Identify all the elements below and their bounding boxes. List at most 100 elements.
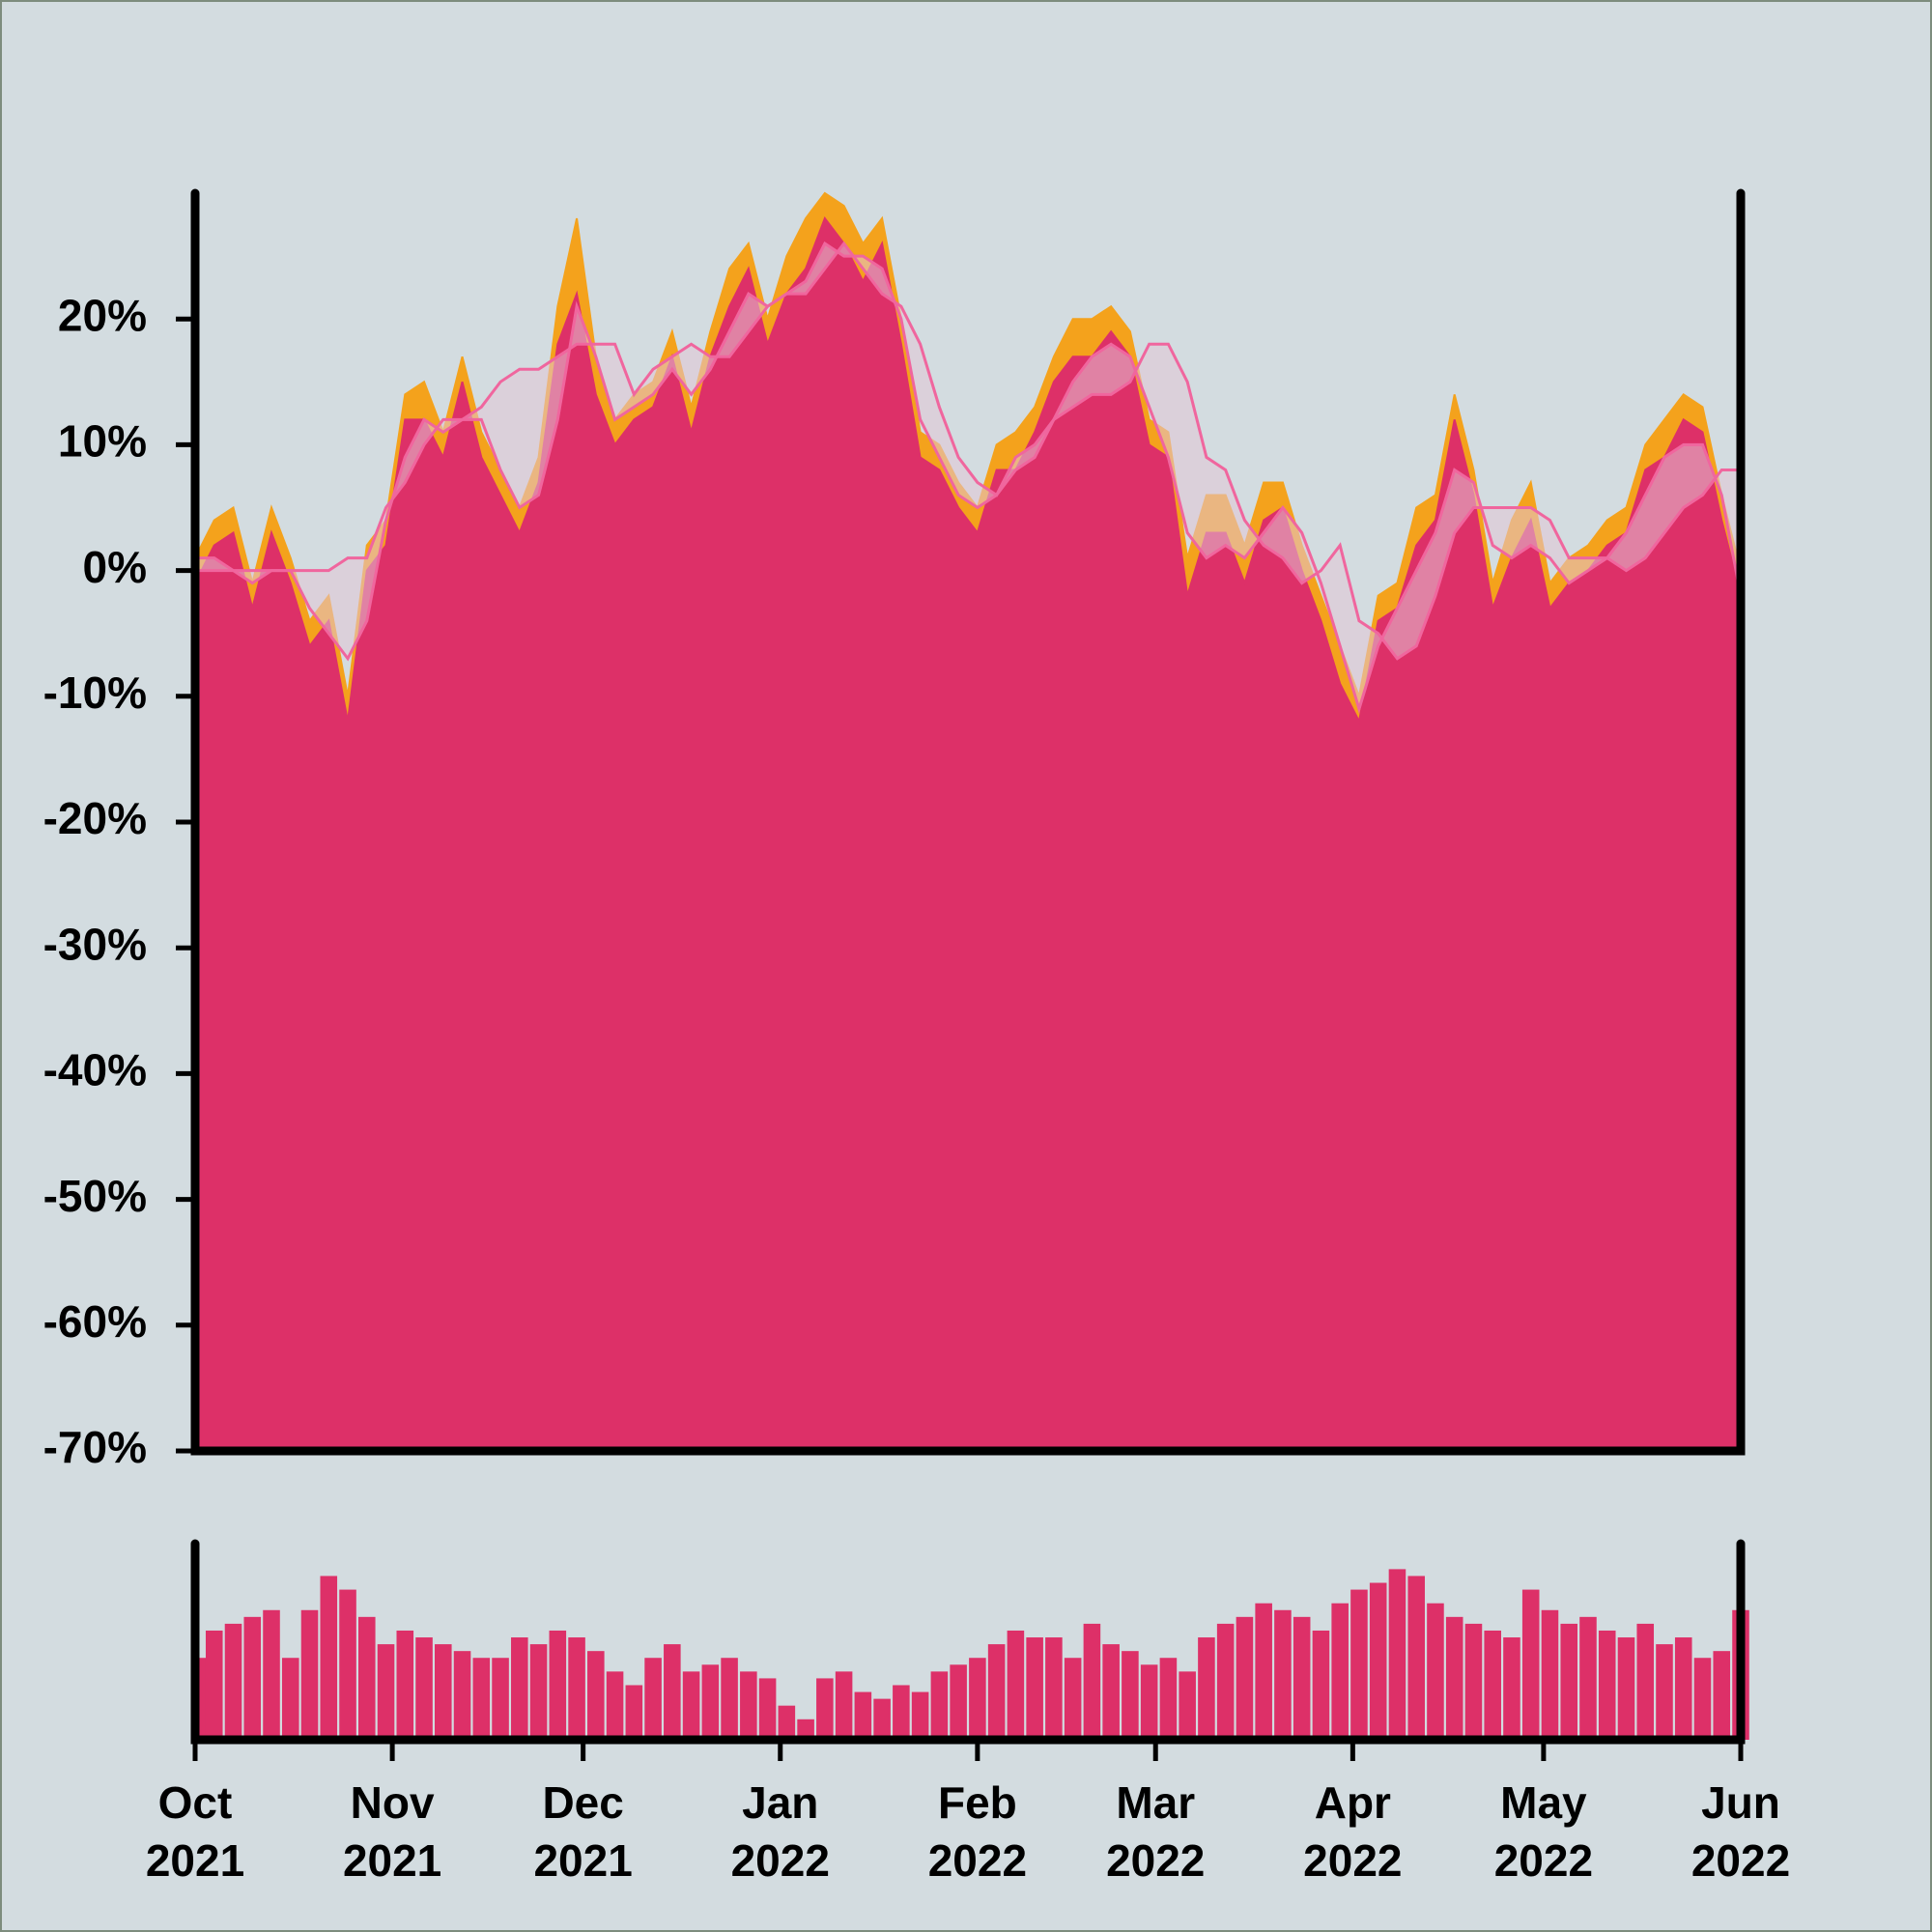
volume-bar — [1122, 1651, 1139, 1740]
volume-bar — [1045, 1637, 1063, 1740]
volume-bar — [1484, 1630, 1501, 1740]
volume-bar — [873, 1698, 891, 1740]
volume-bar — [1274, 1609, 1292, 1740]
volume-bar — [854, 1691, 872, 1740]
volume-bar — [721, 1658, 738, 1740]
volume-bar — [587, 1651, 605, 1740]
volume-bar — [263, 1609, 280, 1740]
volume-bar — [339, 1589, 356, 1740]
volume-bar — [1293, 1616, 1311, 1740]
volume-bar — [281, 1658, 299, 1740]
volume-bar — [1350, 1589, 1368, 1740]
volume-bar — [396, 1630, 414, 1740]
volume-bar — [1445, 1616, 1463, 1740]
y-tick-label: -60% — [43, 1296, 147, 1347]
volume-bar — [682, 1671, 700, 1740]
volume-bar — [1579, 1616, 1597, 1740]
moving-average — [195, 241, 1741, 661]
volume-bar — [1427, 1603, 1444, 1740]
volume-bar — [1026, 1637, 1043, 1740]
volume-bar — [205, 1630, 223, 1740]
y-tick-label: -70% — [43, 1422, 147, 1472]
volume-bar — [1083, 1623, 1101, 1740]
volume-bar — [1255, 1603, 1272, 1740]
volume-bar — [1656, 1644, 1673, 1740]
volume-bar — [1560, 1623, 1578, 1740]
axis-frame — [190, 188, 1746, 1456]
volume-bar — [987, 1644, 1006, 1740]
volume-bar — [816, 1678, 834, 1740]
axis-frame — [190, 1539, 1746, 1745]
x-tick-label: Oct 2021 — [145, 1777, 245, 1886]
volume-bar — [1216, 1623, 1235, 1740]
volume-bar — [893, 1685, 910, 1740]
volume-bar — [950, 1664, 967, 1740]
volume-bar — [797, 1719, 814, 1740]
volume-bar — [224, 1623, 242, 1740]
volume-bar — [1179, 1671, 1196, 1740]
ma-band — [195, 243, 1741, 709]
volume-bar — [758, 1678, 777, 1740]
volume-bar — [492, 1658, 509, 1740]
y-tick-label: 10% — [58, 416, 147, 467]
volume-bar — [1693, 1658, 1712, 1740]
volume-bar — [930, 1671, 949, 1740]
y-tick-label: -50% — [43, 1171, 147, 1221]
volume-bar — [1007, 1630, 1025, 1740]
volume-bar — [1464, 1623, 1483, 1740]
volume-bar — [644, 1658, 662, 1740]
volume-bar — [1140, 1664, 1158, 1740]
volume-bar — [1636, 1623, 1655, 1740]
x-tick-label: Apr 2022 — [1303, 1777, 1403, 1886]
volume-bar — [243, 1616, 262, 1740]
volume-bar — [1198, 1637, 1215, 1740]
y-tick-label: -20% — [43, 793, 147, 843]
volume-bar — [472, 1658, 491, 1740]
volume-bar — [300, 1609, 319, 1740]
volume-bar — [1674, 1637, 1692, 1740]
x-tick-label: Mar 2022 — [1106, 1777, 1206, 1886]
volume-bar — [835, 1671, 853, 1740]
x-tick-label: Jan 2022 — [730, 1777, 830, 1886]
volume-bar — [1598, 1630, 1616, 1740]
volume-bar — [435, 1644, 452, 1740]
y-tick-label: -10% — [43, 668, 147, 718]
x-tick-label: Jun 2022 — [1690, 1777, 1791, 1886]
volume-bar — [911, 1691, 929, 1740]
volume-bar — [1617, 1637, 1635, 1740]
volume-bar — [664, 1644, 681, 1740]
volume-bar — [529, 1644, 548, 1740]
x-tick-label: Feb 2022 — [927, 1777, 1028, 1886]
volume-bar — [969, 1658, 986, 1740]
volume-bar — [1541, 1609, 1559, 1740]
volume-bar — [1331, 1603, 1349, 1740]
x-tick-label: Dec 2021 — [533, 1777, 633, 1886]
volume-bar — [1521, 1589, 1540, 1740]
volume-bar — [1102, 1644, 1120, 1740]
moving-average — [195, 241, 1743, 714]
volume-bar — [1236, 1616, 1254, 1740]
volume-bar — [778, 1705, 796, 1740]
volume-bar — [377, 1644, 395, 1740]
x-tick-label: May 2022 — [1493, 1777, 1594, 1886]
volume-bar — [1064, 1658, 1082, 1740]
volume-bar — [320, 1576, 338, 1740]
volume-bar — [1312, 1630, 1330, 1740]
volume-bar — [1369, 1582, 1387, 1740]
volume-bar — [453, 1651, 471, 1740]
y-tick-label: -40% — [43, 1045, 147, 1095]
volume-bar — [606, 1671, 624, 1740]
y-tick-label: -30% — [43, 919, 147, 969]
volume-bar — [1388, 1569, 1406, 1740]
volume-bar — [1159, 1658, 1178, 1740]
volume-bar — [625, 1685, 643, 1740]
volume-bar — [511, 1637, 528, 1740]
volume-bar — [701, 1664, 720, 1740]
volume-bar — [549, 1630, 567, 1740]
volume-bar — [1407, 1576, 1425, 1740]
volume-bar — [357, 1616, 376, 1740]
x-tick-label: Nov 2021 — [342, 1777, 442, 1886]
volume-bar — [740, 1671, 757, 1740]
